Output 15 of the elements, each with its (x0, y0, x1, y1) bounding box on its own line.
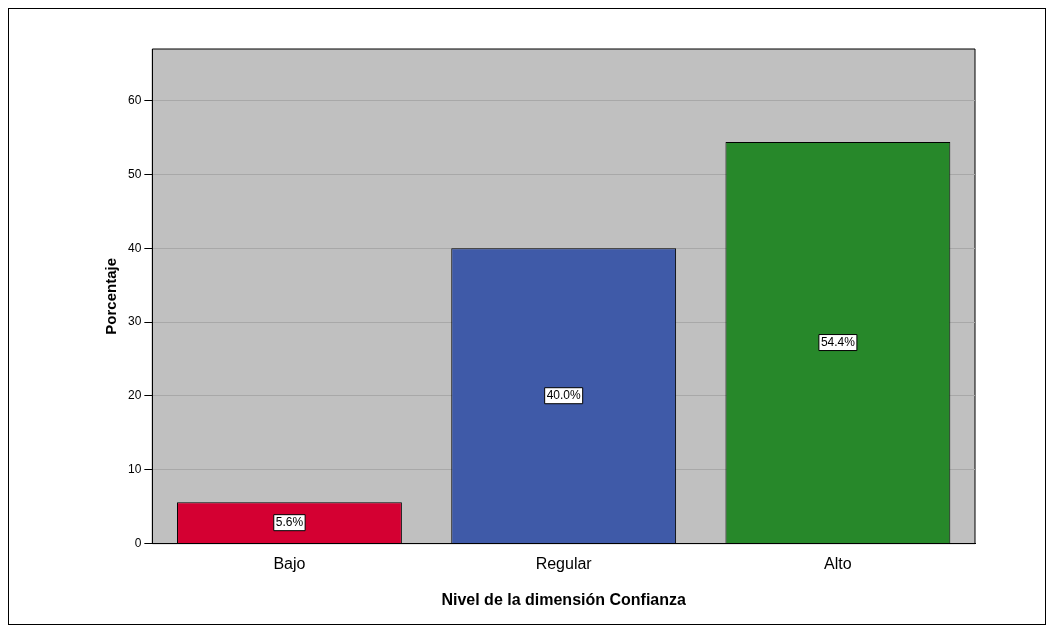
data-label: 40.0% (546, 388, 582, 403)
y-tick-label: 20 (127, 388, 142, 403)
y-tick-label: 40 (127, 240, 142, 255)
data-label: 54.4% (820, 334, 856, 349)
x-tick-label: Alto (824, 554, 852, 572)
y-tick-label: 0 (134, 535, 142, 550)
x-axis-title: Nivel de la dimensión Confianza (441, 590, 687, 608)
y-tick-label: 60 (127, 92, 142, 107)
y-tick-label: 10 (127, 462, 142, 477)
y-tick-label: 30 (127, 314, 142, 329)
y-axis-title: Porcentaje (102, 257, 120, 335)
data-label: 5.6% (275, 514, 304, 529)
y-tick-label: 50 (127, 166, 142, 181)
x-tick-label: Bajo (273, 554, 306, 572)
x-tick-label: Regular (535, 554, 593, 572)
